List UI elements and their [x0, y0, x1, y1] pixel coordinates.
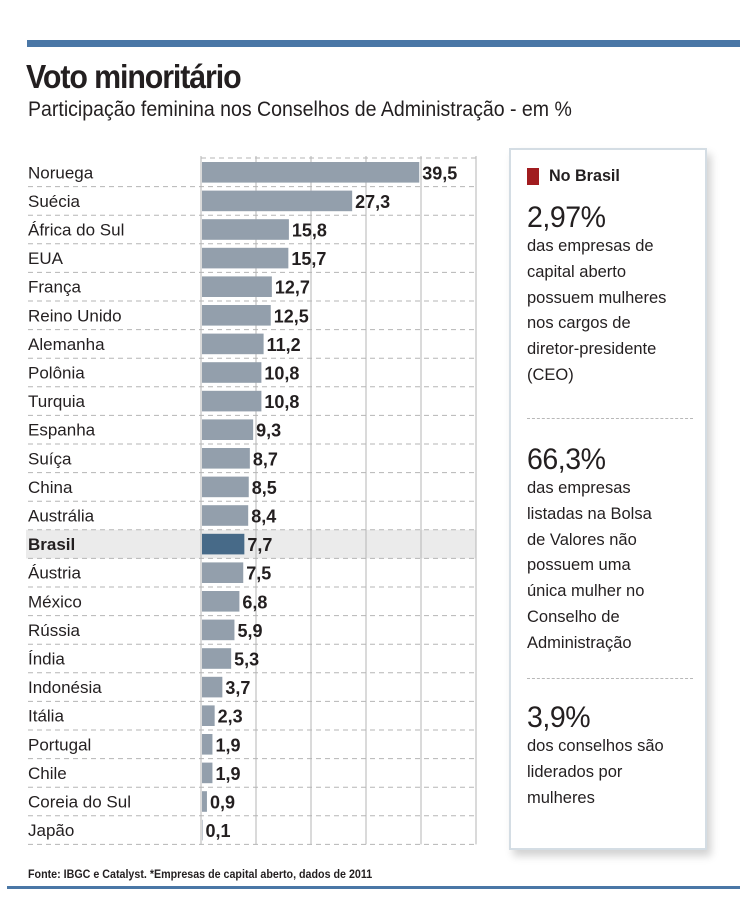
category-label: México — [28, 592, 82, 611]
stat-value: 2,97% — [527, 201, 606, 234]
category-label: EUA — [28, 249, 64, 268]
bar-15 — [202, 591, 240, 612]
category-label: Itália — [28, 707, 64, 726]
category-label: Áustria — [28, 564, 81, 583]
category-label: Japão — [28, 821, 74, 840]
stat-text: das empresas listadas na Bolsa de Valore… — [527, 479, 652, 652]
category-label: Suécia — [28, 192, 81, 211]
bar-17 — [202, 648, 232, 669]
bar-13 — [202, 533, 245, 555]
value-label: 11,2 — [267, 335, 301, 355]
category-label: África do Sul — [28, 221, 124, 240]
value-label: 3,7 — [225, 678, 250, 698]
bar-11 — [202, 476, 249, 498]
category-label: Austrália — [28, 507, 95, 526]
value-label: 5,9 — [237, 621, 262, 641]
bar-20 — [202, 734, 213, 755]
stat-text: dos conselhos são liderados por mulheres — [527, 737, 664, 807]
stat-no-women-board: 66,3% das empresas listadas na Bolsa de … — [527, 444, 697, 657]
value-label: 8,5 — [252, 478, 277, 498]
value-label: 0,9 — [210, 793, 235, 813]
value-label: 39,5 — [422, 163, 457, 183]
top-accent-rule — [27, 40, 740, 47]
bar-9 — [202, 419, 254, 440]
value-label: 15,8 — [292, 221, 327, 241]
bar-4 — [202, 276, 272, 297]
chart-title: Voto minoritário — [26, 58, 242, 95]
bar-10 — [202, 448, 250, 469]
source-note: Fonte: IBGC e Catalyst. *Empresas de cap… — [28, 869, 373, 881]
bar-12 — [202, 505, 249, 526]
bar-18 — [202, 676, 223, 698]
value-label: 1,9 — [215, 764, 240, 784]
highlight-row-background — [26, 529, 476, 559]
value-label: 10,8 — [264, 364, 299, 384]
category-label: Suíça — [28, 449, 72, 468]
category-label: França — [28, 278, 81, 297]
category-label: Indonésia — [28, 678, 102, 697]
value-label: 15,7 — [291, 249, 326, 269]
panel-title: No Brasil — [549, 166, 620, 185]
panel-divider — [527, 678, 693, 679]
category-label: Espanha — [28, 421, 96, 440]
bar-3 — [202, 247, 289, 269]
category-label: Portugal — [28, 735, 91, 754]
bottom-accent-rule — [7, 886, 740, 889]
category-label: Reino Unido — [28, 306, 122, 325]
red-square-icon — [527, 167, 539, 185]
bar-0 — [202, 162, 420, 183]
bar-7 — [202, 362, 262, 383]
panel-header: No Brasil — [527, 166, 624, 186]
value-label: 0,1 — [206, 821, 231, 841]
category-label: Turquia — [28, 392, 86, 411]
value-label: 7,7 — [247, 535, 272, 555]
bar-5 — [202, 305, 271, 326]
value-label: 12,5 — [274, 306, 309, 326]
stat-value: 3,9% — [527, 701, 591, 734]
bar-23 — [202, 819, 203, 841]
category-label: China — [28, 478, 73, 497]
value-label: 1,9 — [215, 735, 240, 755]
stat-ceo: 2,97% das empresas de capital aberto pos… — [527, 202, 697, 389]
bar-6 — [202, 333, 264, 355]
stat-boards-led-by-women: 3,9% dos conselhos são liderados por mul… — [527, 702, 697, 811]
value-label: 12,7 — [275, 278, 310, 298]
category-label: Polônia — [28, 364, 85, 383]
bar-1 — [202, 190, 353, 212]
category-label: Coreia do Sul — [28, 793, 131, 812]
value-label: 8,7 — [253, 449, 278, 469]
value-label: 9,3 — [256, 421, 281, 441]
bar-22 — [202, 791, 207, 812]
value-label: 7,5 — [246, 564, 271, 584]
bar-19 — [202, 705, 215, 726]
bar-8 — [202, 390, 262, 412]
category-label: Alemanha — [28, 335, 105, 354]
stat-value: 66,3% — [527, 443, 606, 476]
value-label: 8,4 — [251, 507, 276, 527]
value-label: 10,8 — [264, 392, 299, 412]
panel-divider — [527, 418, 693, 419]
bar-2 — [202, 219, 289, 240]
category-label: Rússia — [28, 621, 81, 640]
value-label: 2,3 — [218, 707, 243, 727]
value-label: 5,3 — [234, 650, 259, 670]
value-label: 27,3 — [355, 192, 390, 212]
category-label: Noruega — [28, 163, 94, 182]
category-label: Chile — [28, 764, 67, 783]
category-label: Brasil — [28, 535, 75, 554]
category-label: Índia — [28, 650, 65, 669]
bar-21 — [202, 762, 213, 784]
bar-14 — [202, 562, 244, 583]
bar-16 — [202, 619, 235, 641]
chart-subtitle: Participação feminina nos Conselhos de A… — [28, 98, 572, 121]
stat-text: das empresas de capital aberto possuem m… — [527, 237, 667, 384]
brazil-facts-panel: No Brasil 2,97% das empresas de capital … — [509, 148, 707, 850]
value-label: 6,8 — [242, 592, 267, 612]
